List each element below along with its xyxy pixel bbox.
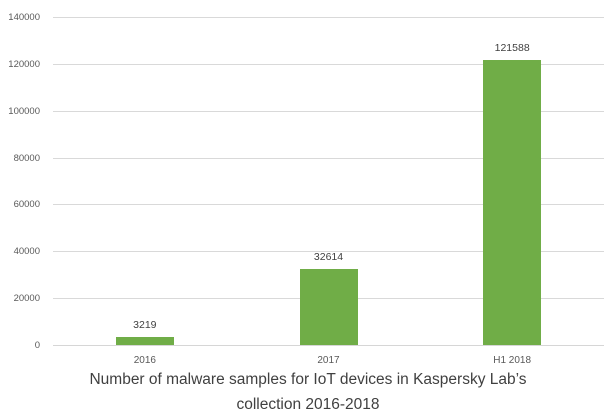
chart-title-line-1: Number of malware samples for IoT device… [89, 371, 527, 388]
y-tick-label: 140000 [8, 12, 40, 23]
chart-title-line-2: collection 2016-2018 [236, 396, 380, 413]
y-tick-label: 80000 [13, 153, 40, 164]
x-tick-label-2016: 2016 [133, 355, 156, 366]
y-tick-label: 60000 [13, 199, 40, 210]
bar-H1 2018 [483, 60, 542, 345]
gridline-140000 [53, 17, 604, 18]
gridline-120000 [53, 64, 604, 65]
y-tick-label: 20000 [13, 293, 40, 304]
bar-2017 [299, 268, 358, 345]
y-tick-label: 120000 [8, 59, 40, 70]
gridline-100000 [53, 111, 604, 112]
gridline-40000 [53, 251, 604, 252]
data-label-2016: 3219 [133, 319, 157, 332]
x-tick-label-H1 2018: H1 2018 [493, 355, 532, 366]
x-tick-label-2017: 2017 [317, 355, 340, 366]
chart-title: Number of malware samples for IoT device… [0, 367, 616, 417]
data-label-H1 2018: 121588 [494, 42, 530, 55]
gridline-80000 [53, 158, 604, 159]
x-axis-line [53, 345, 604, 346]
data-label-2017: 32614 [313, 250, 344, 263]
gridline-60000 [53, 204, 604, 205]
y-tick-label: 0 [34, 340, 40, 351]
y-tick-label: 40000 [13, 246, 40, 257]
bar-2016 [115, 337, 174, 345]
y-tick-label: 100000 [8, 106, 40, 117]
